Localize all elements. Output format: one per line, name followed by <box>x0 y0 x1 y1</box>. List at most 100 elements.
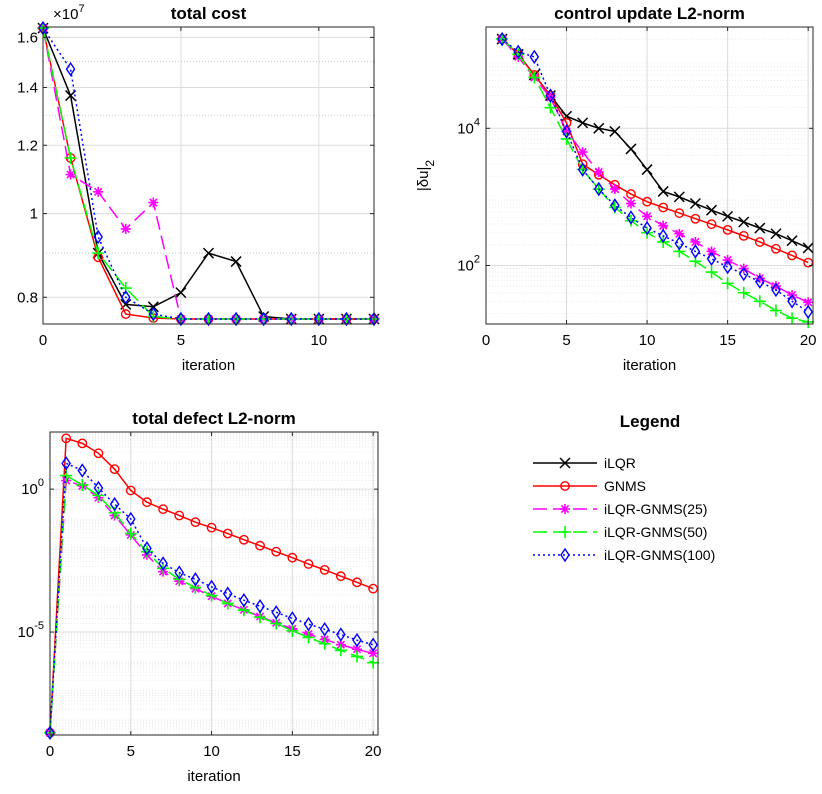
data-point <box>803 257 814 268</box>
data-point <box>93 186 104 197</box>
x-tick-label: 20 <box>800 332 817 349</box>
data-point <box>642 211 653 222</box>
data-point <box>737 286 750 299</box>
data-point <box>341 311 352 327</box>
data-point <box>368 648 379 659</box>
data-point <box>140 545 153 558</box>
data-point <box>238 534 249 545</box>
data-point <box>202 247 215 259</box>
data-point <box>722 224 733 235</box>
y-tick-label: 0.8 <box>17 289 38 306</box>
data-point <box>158 556 168 571</box>
y-tick-label: 100 <box>21 477 44 498</box>
y-tick-label: 1.2 <box>17 137 38 154</box>
data-point <box>206 522 217 533</box>
data-point <box>786 312 799 325</box>
data-point <box>231 311 241 327</box>
data-point <box>561 126 572 137</box>
data-point <box>722 259 733 275</box>
y-tick-exponent: 4 <box>474 116 480 128</box>
x-tick-label: 15 <box>284 743 301 760</box>
legend-label: GNMS <box>604 478 646 494</box>
data-point <box>271 546 282 557</box>
data-point <box>352 577 362 588</box>
data-point <box>303 616 314 632</box>
data-point <box>369 311 379 327</box>
data-point <box>76 478 89 491</box>
data-point <box>593 181 604 197</box>
data-point <box>626 210 636 225</box>
legend-entry: GNMS <box>533 478 646 494</box>
x-tick-label: 5 <box>127 743 135 760</box>
x-tick-label: 0 <box>46 743 54 760</box>
data-point <box>222 586 233 601</box>
data-point <box>287 611 298 626</box>
grid <box>43 27 374 324</box>
series-line <box>501 38 809 323</box>
data-point <box>706 251 717 267</box>
data-point <box>705 266 718 279</box>
data-point <box>205 589 218 602</box>
data-point <box>658 220 669 231</box>
data-point <box>673 245 686 258</box>
data-point <box>577 117 589 129</box>
data-point <box>754 222 766 234</box>
legend-label: iLQR <box>604 455 636 471</box>
data-point <box>721 277 734 290</box>
data-point <box>334 644 347 657</box>
data-point <box>642 220 652 236</box>
exponent-power: 7 <box>78 3 84 15</box>
data-point <box>771 282 781 298</box>
x-tick-label: 5 <box>177 332 185 349</box>
data-point <box>497 31 507 47</box>
data-point <box>120 309 131 319</box>
grid <box>50 432 378 735</box>
chart-title: control update L2-norm <box>554 4 745 23</box>
data-point <box>738 266 749 282</box>
data-point <box>64 151 77 164</box>
y-tick-base: 10 <box>457 257 474 274</box>
data-point <box>658 202 669 213</box>
data-point <box>147 301 159 313</box>
data-point <box>255 540 265 551</box>
data-point <box>529 49 540 65</box>
data-point <box>65 90 77 102</box>
data-point <box>319 622 330 637</box>
data-point <box>351 644 362 655</box>
series-ilqr-gnms100 <box>38 20 379 327</box>
data-point <box>120 223 131 234</box>
legend-label: iLQR-GNMS(100) <box>604 547 715 563</box>
series-ilqr-gnms100 <box>497 31 814 320</box>
axes-box <box>42 26 375 325</box>
y-tick-label: 1 <box>30 206 38 223</box>
x-axis-label: iteration <box>187 768 240 785</box>
data-point <box>690 213 701 224</box>
data-point <box>335 571 346 582</box>
data-point <box>148 306 159 322</box>
data-point <box>545 92 556 103</box>
data-point <box>65 61 76 77</box>
chart-title: total defect L2-norm <box>132 409 295 428</box>
series-line <box>501 38 809 313</box>
data-point <box>625 198 636 209</box>
data-point <box>593 122 605 134</box>
data-point <box>255 598 265 614</box>
exponent-base: ×10 <box>53 6 78 23</box>
plot-area <box>486 27 813 324</box>
data-point <box>609 184 620 195</box>
data-point <box>754 273 765 284</box>
x-tick-label: 5 <box>562 332 570 349</box>
data-point <box>352 632 362 648</box>
data-point <box>787 294 797 309</box>
x-axis-label: iteration <box>182 357 235 374</box>
data-point <box>125 485 136 496</box>
data-point <box>271 605 282 620</box>
data-point <box>513 44 524 60</box>
x-tick-label: 0 <box>39 332 47 349</box>
data-point <box>674 236 685 251</box>
data-point <box>705 204 718 216</box>
data-point <box>302 631 315 644</box>
x-tick-label: 0 <box>482 332 490 349</box>
data-point <box>319 564 330 575</box>
